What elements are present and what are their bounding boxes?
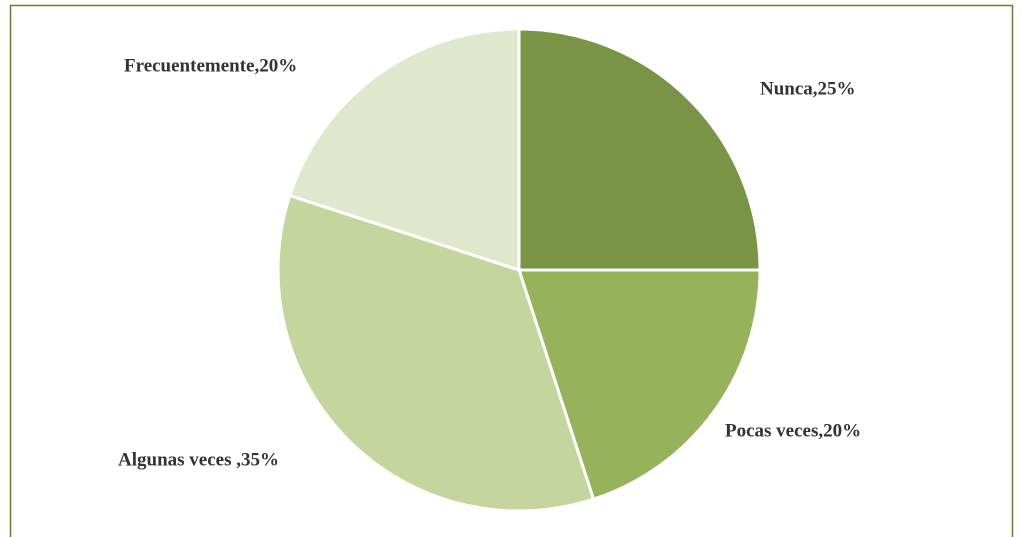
pie-slice bbox=[287, 27, 521, 273]
data-label: Pocas veces,20% bbox=[725, 420, 861, 441]
frame bbox=[9, 4, 1014, 537]
pie-slice bbox=[517, 27, 762, 272]
pie-slice bbox=[276, 193, 596, 513]
data-label: Nunca,25% bbox=[760, 78, 856, 99]
data-label: Algunas veces ,35% bbox=[118, 449, 279, 470]
pie-slice bbox=[516, 268, 762, 502]
data-label: Frecuentemente,20% bbox=[124, 55, 297, 76]
